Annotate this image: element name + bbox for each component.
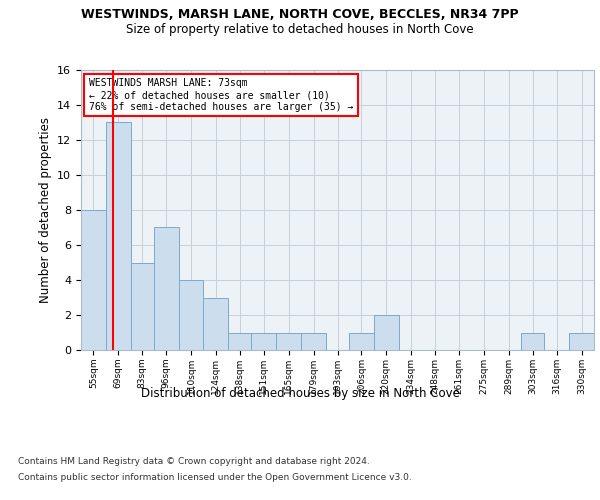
Bar <box>229 332 251 350</box>
Bar <box>203 298 229 350</box>
Bar <box>81 210 106 350</box>
Bar <box>374 315 399 350</box>
Bar <box>179 280 203 350</box>
Bar <box>301 332 326 350</box>
Bar <box>131 262 154 350</box>
Text: Contains public sector information licensed under the Open Government Licence v3: Contains public sector information licen… <box>18 472 412 482</box>
Bar <box>569 332 594 350</box>
Text: WESTWINDS, MARSH LANE, NORTH COVE, BECCLES, NR34 7PP: WESTWINDS, MARSH LANE, NORTH COVE, BECCL… <box>81 8 519 20</box>
Bar <box>251 332 276 350</box>
Bar <box>106 122 131 350</box>
Text: WESTWINDS MARSH LANE: 73sqm
← 22% of detached houses are smaller (10)
76% of sem: WESTWINDS MARSH LANE: 73sqm ← 22% of det… <box>89 78 353 112</box>
Text: Contains HM Land Registry data © Crown copyright and database right 2024.: Contains HM Land Registry data © Crown c… <box>18 458 370 466</box>
Bar <box>154 228 179 350</box>
Text: Distribution of detached houses by size in North Cove: Distribution of detached houses by size … <box>140 388 460 400</box>
Bar <box>349 332 374 350</box>
Bar <box>521 332 544 350</box>
Bar <box>276 332 301 350</box>
Y-axis label: Number of detached properties: Number of detached properties <box>38 117 52 303</box>
Text: Size of property relative to detached houses in North Cove: Size of property relative to detached ho… <box>126 22 474 36</box>
